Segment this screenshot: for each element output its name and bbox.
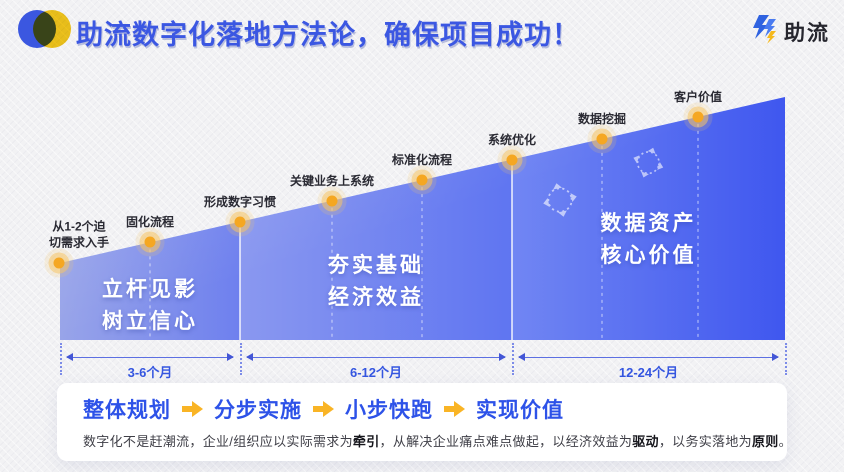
description-emphasis: 驱动 [632,434,659,449]
step-label: 整体规划 [83,399,171,422]
step-arrow-icon [312,399,335,419]
duration-tick [60,343,62,375]
brand-logo-text: 助流 [784,21,830,45]
section-title-line: 树立信心 [102,309,198,333]
milestone-dot [506,154,518,165]
duration-label: 12-24个月 [618,365,679,380]
duration-tick [785,343,787,375]
ramp-sheen [60,97,785,340]
duration-label: 6-12个月 [349,365,403,380]
description-text: ，以务实落地为 [658,434,752,449]
milestone-label: 标准化流程 [391,152,453,167]
methodology-footer-card: 整体规划 分步实施 小步快跑 实现价值 数字化不是赶潮流，企业/组织应以实际需求为牵引… [57,383,792,461]
header: 助流数字化落地方法论，确保项目成功！ 助流 [0,0,844,62]
step-label: 分步实施 [214,399,302,422]
description-text: 。 [778,434,792,449]
overlapping-circles-icon [16,7,72,56]
description-text: ，从解决企业痛点难点做起，以经济效益为 [379,434,633,449]
milestone-dot [596,133,608,145]
description-emphasis: 牵引 [352,434,380,449]
step-label: 实现价值 [476,399,564,422]
ramp-sections [60,97,785,340]
duration-label: 3-6个月 [127,365,173,380]
milestone-dot [692,111,704,123]
milestone-label: 数据挖掘 [577,111,627,126]
section-title-line: 立杆见影 [102,278,198,301]
page-title: 助流数字化落地方法论，确保项目成功！ [76,20,580,50]
methodology-description: 数字化不是赶潮流，企业/组织应以实际需求为牵引，从解决企业痛点难点做起，以经济效… [83,431,792,450]
section-title-line: 经济效益 [328,285,424,309]
duration-arrow [66,353,234,361]
milestone-label: 形成数字习惯 [203,194,277,209]
section-title-line: 核心价值 [600,243,697,267]
step-arrow-icon [181,399,204,419]
milestone-dot [326,195,338,207]
duration-tick [512,343,514,375]
brand-logo: 助流 [749,13,830,50]
milestone-dot [144,236,156,248]
duration-tick [240,343,242,375]
ramp-divider-lines [149,116,699,340]
milestone-dot [53,257,65,269]
description-text: 数字化不是赶潮流，企业/组织应以实际需求为 [83,434,353,449]
section-title-line: 数据资产 [600,212,697,235]
milestone-label: 从1-2个迫 切需求入手 [48,219,110,251]
section-title: 数据资产 核心价值 [601,208,697,271]
lightning-bolt-icon [749,13,779,50]
duration-arrow [246,353,506,361]
step-arrow-icon [443,399,466,419]
section-title: 夯实基础 经济效益 [328,250,424,313]
milestone-label: 系统优化 [487,132,537,147]
steps-row: 整体规划 分步实施 小步快跑 实现价值 [83,394,763,424]
duration-arrow [518,353,779,361]
milestone-dot [234,216,246,228]
milestone-label: 客户价值 [673,89,723,104]
step-label: 小步快跑 [345,399,433,422]
milestone-label: 关键业务上系统 [289,173,375,188]
section-title: 立杆见影 树立信心 [102,274,198,337]
section-title-line: 夯实基础 [328,254,424,277]
description-emphasis: 原则 [751,434,779,449]
milestone-label: 固化流程 [125,215,175,230]
milestone-dot [416,174,428,186]
